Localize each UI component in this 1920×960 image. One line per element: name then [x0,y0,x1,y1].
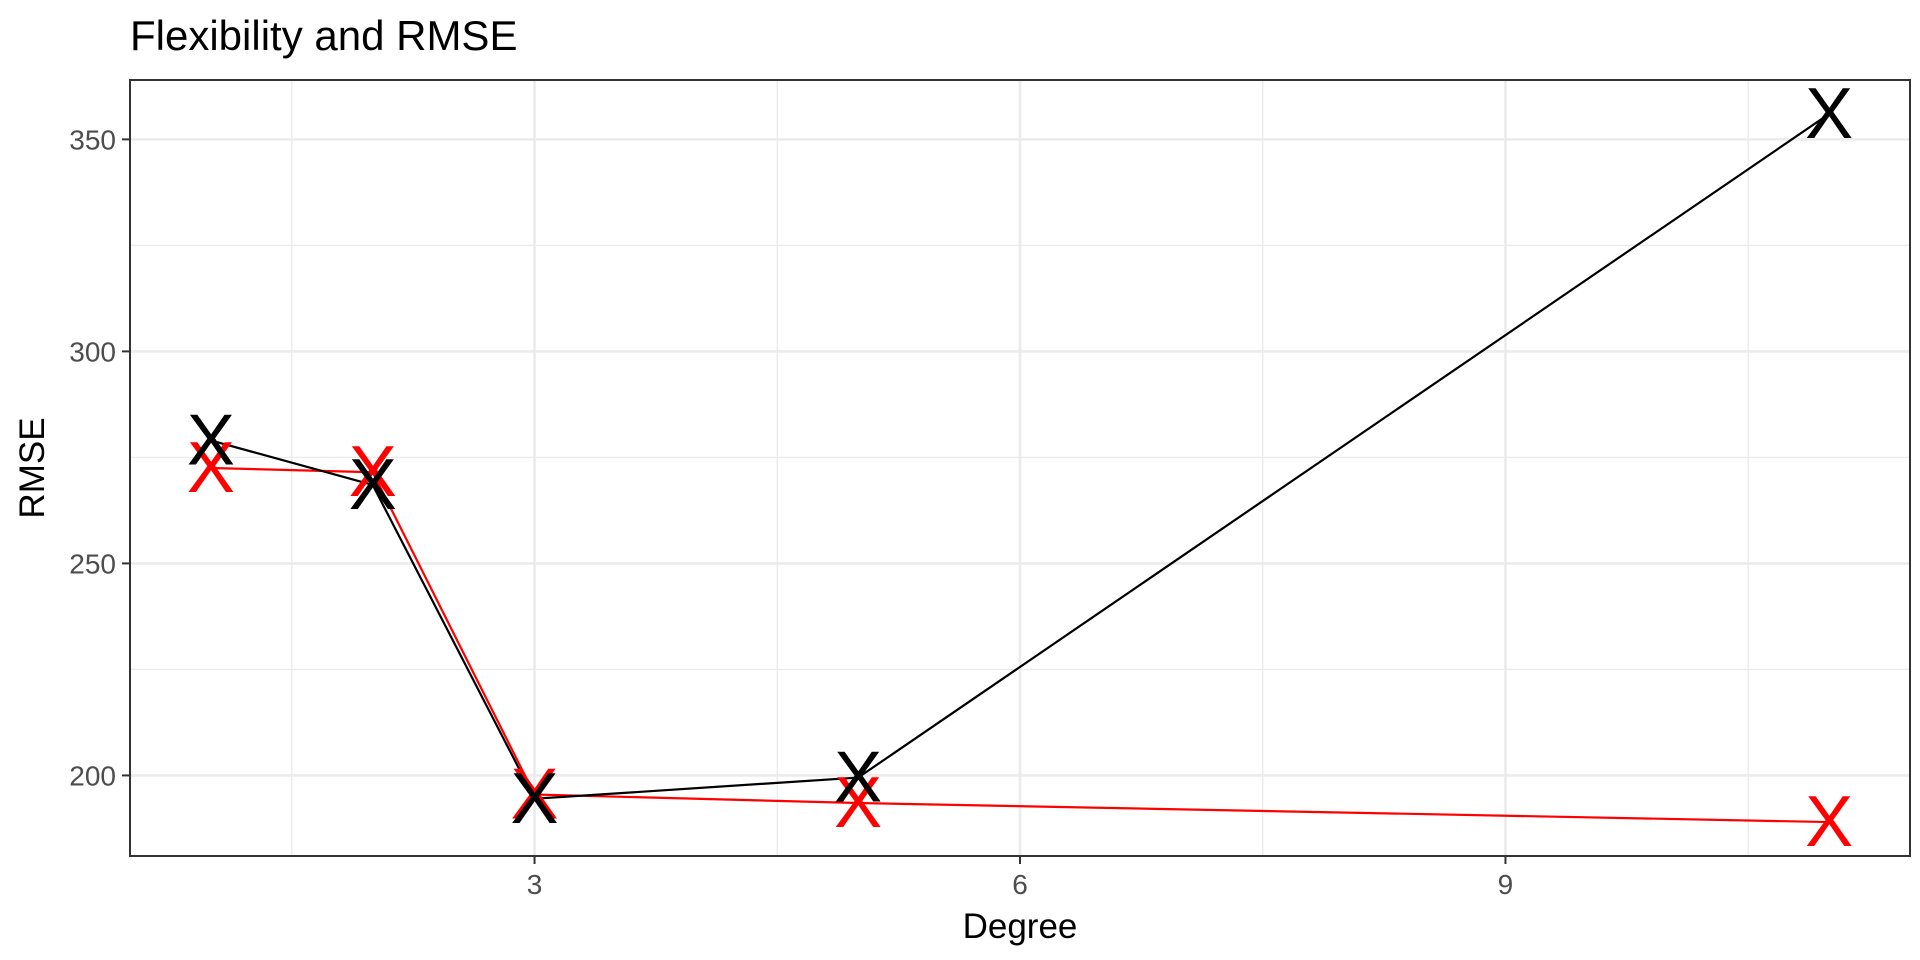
y-axis-label: RMSE [13,417,52,518]
series-2-point: X [187,400,235,480]
series-1-point: X [834,763,882,843]
series-1-point: X [349,432,397,512]
x-tick-label: 9 [1498,869,1514,900]
series-2-point: X [1805,74,1853,154]
x-axis-ticks: 3 6 9 [527,856,1513,900]
series-1-point: X [511,755,559,835]
series-line-2 [210,113,1830,800]
series-2-point: X [349,445,397,525]
x-axis-label: Degree [963,907,1078,946]
series-2-point: X [511,759,559,839]
y-axis-ticks: 200 250 300 350 [69,124,130,791]
y-tick-label: 200 [69,760,116,791]
chart-title: Flexibility and RMSE [130,12,517,59]
grid-lines [130,80,1910,856]
series-1-point: X [187,428,235,508]
series-1-point: X [1805,782,1853,862]
x-tick-label: 6 [1012,869,1028,900]
series-lines [210,113,1830,824]
series-2-point: X [834,738,882,818]
y-tick-label: 250 [69,548,116,579]
y-tick-label: 300 [69,336,116,367]
y-tick-label: 350 [69,124,116,155]
x-tick-label: 3 [527,869,543,900]
